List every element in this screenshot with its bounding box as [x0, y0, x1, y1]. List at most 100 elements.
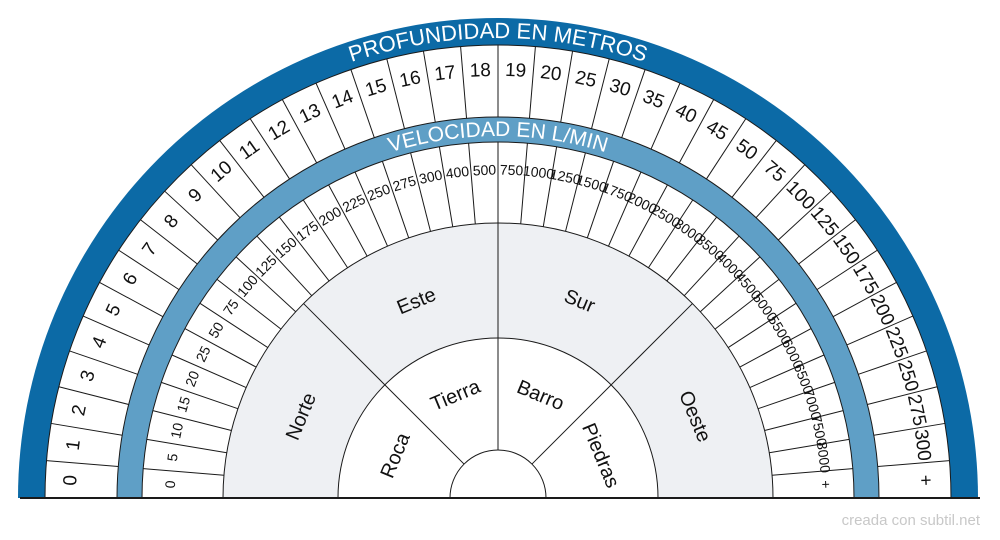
flow-label: 300	[418, 166, 444, 186]
center-hub	[449, 449, 547, 499]
flow-divider	[586, 161, 615, 239]
depth-label: 300	[910, 428, 935, 462]
depth-divider	[69, 350, 138, 375]
flow-label: 275	[391, 172, 418, 194]
sector-divider	[531, 303, 693, 465]
flow-divider	[161, 381, 239, 410]
flow-divider	[666, 216, 718, 282]
depth-divider	[678, 99, 715, 164]
depth-label: 16	[398, 67, 423, 92]
flow-divider	[152, 410, 232, 431]
depth-divider	[650, 82, 681, 150]
depth-label: 19	[505, 60, 527, 82]
depth-divider	[591, 58, 610, 129]
depth-divider	[777, 190, 832, 241]
flow-label: 400	[445, 163, 470, 182]
depth-divider	[846, 315, 914, 346]
depth-label: 25	[573, 67, 598, 92]
flow-divider	[438, 146, 454, 227]
depth-divider	[422, 51, 436, 123]
depth-divider	[219, 140, 265, 198]
flow-divider	[565, 152, 586, 232]
flow-divider	[608, 171, 642, 247]
flow-label: 7500	[808, 414, 830, 448]
depth-divider	[82, 315, 150, 346]
flow-divider	[757, 381, 835, 410]
depth-divider	[621, 69, 646, 138]
depth-divider	[386, 58, 405, 129]
flow-label: 20	[182, 368, 203, 389]
depth-divider	[858, 350, 927, 375]
depth-divider	[350, 69, 375, 138]
depth-divider	[873, 422, 945, 436]
flow-divider	[683, 235, 740, 297]
depth-divider	[190, 164, 241, 219]
flow-divider	[542, 146, 558, 227]
depth-divider	[140, 219, 198, 265]
flow-divider	[354, 171, 388, 247]
flow-divider	[146, 438, 227, 454]
flow-divider	[302, 199, 349, 269]
flow-divider	[727, 302, 797, 349]
depth-label: +	[914, 474, 935, 486]
flow-divider	[772, 468, 853, 476]
depth-label: 1	[63, 439, 85, 452]
flow-divider	[520, 143, 528, 224]
flow-divider	[184, 328, 257, 368]
depth-label: 18	[469, 60, 491, 82]
depth-divider	[528, 46, 536, 119]
depth-divider	[315, 82, 346, 150]
depth-divider	[118, 249, 180, 291]
depth-divider	[58, 386, 129, 405]
flow-divider	[143, 468, 224, 476]
flow-divider	[216, 278, 282, 330]
depth-label: 0	[60, 475, 81, 486]
flow-label: 50	[205, 319, 227, 341]
depth-divider	[705, 118, 747, 180]
depth-divider	[877, 460, 950, 468]
flow-divider	[381, 161, 410, 239]
flow-label: 250	[365, 180, 393, 203]
depth-divider	[51, 422, 123, 436]
flow-divider	[647, 199, 694, 269]
flow-divider	[769, 438, 850, 454]
depth-divider	[249, 118, 291, 180]
flow-label: 5	[164, 452, 181, 462]
depth-divider	[281, 99, 318, 164]
sector-divider	[303, 303, 465, 465]
title-bands	[18, 18, 980, 499]
watermark: creada con subtil.net	[841, 512, 980, 529]
depth-divider	[755, 164, 806, 219]
depth-divider	[99, 281, 164, 318]
flow-divider	[235, 256, 297, 313]
flow-divider	[328, 184, 368, 257]
flow-label: 25	[192, 343, 213, 364]
depth-label: 20	[539, 62, 563, 85]
depth-label: 2	[68, 403, 91, 418]
depth-divider	[560, 51, 574, 123]
flow-label: +	[818, 480, 834, 489]
flow-divider	[256, 235, 313, 297]
flow-divider	[739, 328, 812, 368]
depth-divider	[832, 281, 897, 318]
flow-divider	[278, 216, 330, 282]
flow-label: 0	[162, 480, 178, 489]
depth-divider	[460, 46, 468, 119]
flow-label: 1000	[522, 162, 555, 182]
flow-divider	[628, 184, 668, 257]
flow-divider	[764, 410, 844, 431]
flow-divider	[699, 256, 761, 313]
flow-divider	[410, 152, 431, 232]
flow-divider	[749, 354, 825, 388]
depth-label: 17	[433, 62, 457, 85]
flow-label: 750	[500, 162, 524, 179]
depth-divider	[731, 140, 777, 198]
flow-label: 15	[173, 394, 193, 414]
depth-divider	[798, 219, 856, 265]
flow-divider	[171, 354, 247, 388]
flow-label: 10	[167, 421, 186, 440]
flow-divider	[714, 278, 780, 330]
flow-divider	[199, 302, 269, 349]
flow-divider	[468, 143, 476, 224]
